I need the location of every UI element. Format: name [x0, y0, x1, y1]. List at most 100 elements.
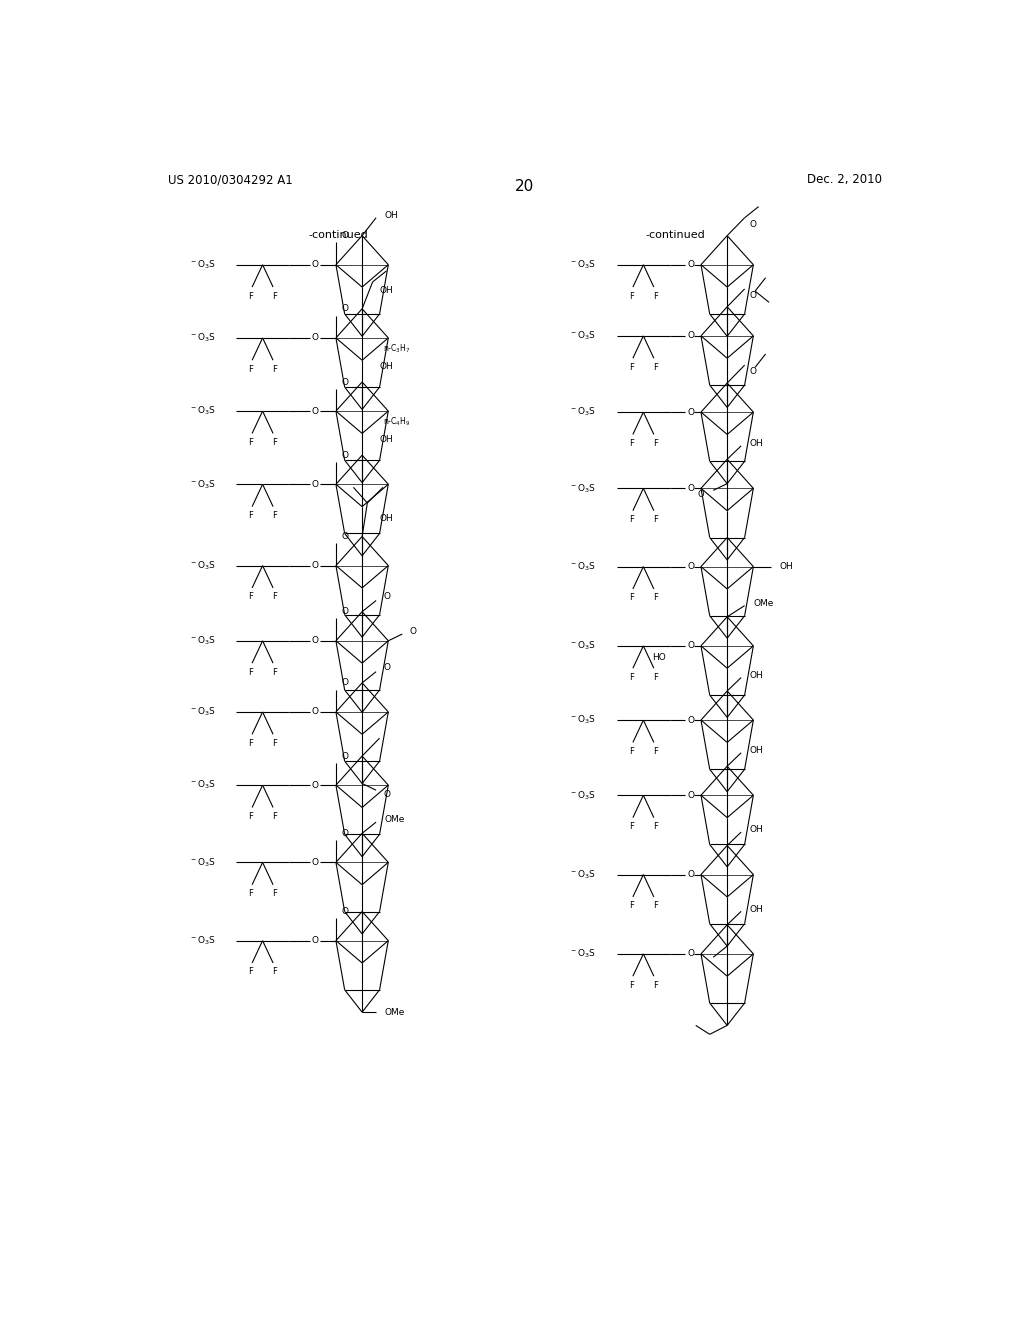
Text: O: O	[311, 561, 318, 570]
Text: OH: OH	[750, 671, 764, 680]
Text: F: F	[629, 981, 634, 990]
Text: O: O	[687, 715, 694, 725]
Text: O: O	[383, 791, 390, 799]
Text: F: F	[653, 673, 658, 681]
Text: F: F	[629, 747, 634, 756]
Text: $^-$O$_3$S: $^-$O$_3$S	[188, 331, 215, 345]
Text: $^-$O$_3$S: $^-$O$_3$S	[569, 482, 596, 495]
Text: O: O	[410, 627, 416, 636]
Text: $^-$O$_3$S: $^-$O$_3$S	[569, 869, 596, 880]
Text: $^-$O$_3$S: $^-$O$_3$S	[569, 259, 596, 271]
Text: O: O	[687, 642, 694, 651]
Text: F: F	[272, 593, 278, 602]
Text: F: F	[248, 890, 253, 898]
Text: O: O	[750, 292, 757, 300]
Text: OH: OH	[750, 440, 764, 447]
Text: $^-$O$_3$S: $^-$O$_3$S	[188, 935, 215, 946]
Text: O: O	[687, 484, 694, 492]
Text: F: F	[248, 364, 253, 374]
Text: F: F	[272, 812, 278, 821]
Text: O: O	[687, 949, 694, 958]
Text: $^-$O$_3$S: $^-$O$_3$S	[188, 635, 215, 647]
Text: O: O	[341, 678, 348, 688]
Text: O: O	[687, 562, 694, 572]
Text: F: F	[272, 438, 278, 447]
Text: F: F	[248, 593, 253, 602]
Text: $^-$O$_3$S: $^-$O$_3$S	[569, 714, 596, 726]
Text: F: F	[272, 890, 278, 898]
Text: 20: 20	[515, 180, 535, 194]
Text: F: F	[653, 292, 658, 301]
Text: F: F	[248, 968, 253, 977]
Text: F: F	[272, 968, 278, 977]
Text: $^-$O$_3$S: $^-$O$_3$S	[569, 948, 596, 960]
Text: O: O	[341, 532, 348, 541]
Text: F: F	[272, 739, 278, 747]
Text: O: O	[383, 663, 390, 672]
Text: -continued: -continued	[308, 230, 369, 240]
Text: O: O	[697, 490, 705, 499]
Text: O: O	[687, 408, 694, 417]
Text: F: F	[248, 812, 253, 821]
Text: O: O	[311, 407, 318, 416]
Text: F: F	[653, 822, 658, 832]
Text: O: O	[687, 260, 694, 269]
Text: F: F	[653, 363, 658, 372]
Text: O: O	[311, 479, 318, 488]
Text: O: O	[341, 607, 348, 616]
Text: $^-$O$_3$S: $^-$O$_3$S	[188, 259, 215, 271]
Text: O: O	[687, 870, 694, 879]
Text: OMe: OMe	[754, 599, 774, 609]
Text: $^-$O$_3$S: $^-$O$_3$S	[569, 405, 596, 418]
Text: OH: OH	[750, 825, 764, 834]
Text: F: F	[629, 438, 634, 447]
Text: O: O	[341, 305, 348, 313]
Text: $^-$O$_3$S: $^-$O$_3$S	[188, 779, 215, 792]
Text: F: F	[629, 822, 634, 832]
Text: $^-$O$_3$S: $^-$O$_3$S	[569, 560, 596, 573]
Text: F: F	[653, 747, 658, 756]
Text: F: F	[272, 511, 278, 520]
Text: O: O	[341, 450, 348, 459]
Text: $^-$O$_3$S: $^-$O$_3$S	[569, 330, 596, 342]
Text: OH: OH	[380, 513, 393, 523]
Text: O: O	[687, 791, 694, 800]
Text: O: O	[750, 367, 757, 376]
Text: F: F	[653, 515, 658, 524]
Text: n-C$_4$H$_9$: n-C$_4$H$_9$	[383, 416, 411, 428]
Text: O: O	[311, 780, 318, 789]
Text: Dec. 2, 2010: Dec. 2, 2010	[807, 173, 882, 186]
Text: F: F	[248, 438, 253, 447]
Text: O: O	[311, 260, 318, 269]
Text: $^-$O$_3$S: $^-$O$_3$S	[188, 405, 215, 417]
Text: O: O	[311, 858, 318, 867]
Text: n-C$_3$H$_7$: n-C$_3$H$_7$	[383, 342, 411, 355]
Text: O: O	[341, 751, 348, 760]
Text: O: O	[383, 591, 390, 601]
Text: F: F	[653, 902, 658, 911]
Text: F: F	[272, 292, 278, 301]
Text: OMe: OMe	[385, 816, 406, 825]
Text: F: F	[248, 668, 253, 677]
Text: F: F	[653, 981, 658, 990]
Text: OH: OH	[380, 436, 393, 444]
Text: HO: HO	[652, 652, 666, 661]
Text: F: F	[272, 364, 278, 374]
Text: OH: OH	[385, 211, 398, 220]
Text: F: F	[629, 292, 634, 301]
Text: $^-$O$_3$S: $^-$O$_3$S	[188, 706, 215, 718]
Text: $^-$O$_3$S: $^-$O$_3$S	[569, 640, 596, 652]
Text: O: O	[311, 708, 318, 717]
Text: F: F	[629, 673, 634, 681]
Text: O: O	[341, 907, 348, 916]
Text: F: F	[248, 511, 253, 520]
Text: $^-$O$_3$S: $^-$O$_3$S	[188, 560, 215, 572]
Text: F: F	[248, 739, 253, 747]
Text: O: O	[341, 231, 348, 240]
Text: O: O	[341, 829, 348, 838]
Text: US 2010/0304292 A1: US 2010/0304292 A1	[168, 173, 293, 186]
Text: F: F	[629, 594, 634, 602]
Text: F: F	[653, 594, 658, 602]
Text: OH: OH	[750, 904, 764, 913]
Text: F: F	[629, 515, 634, 524]
